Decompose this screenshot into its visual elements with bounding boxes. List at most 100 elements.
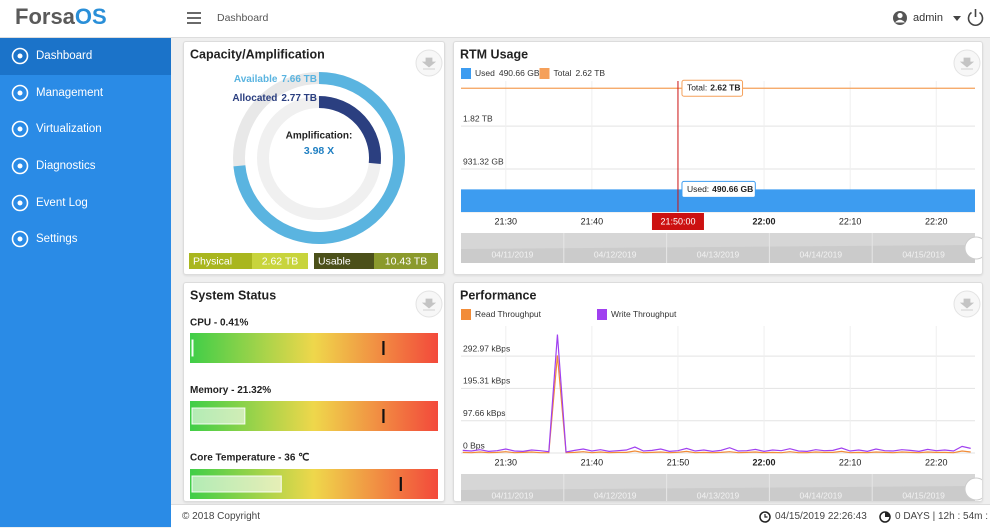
icon-shape [17,200,23,206]
gauge-track [190,333,438,363]
icon-shape [11,47,29,65]
download-icon [959,298,975,311]
legend-value: 490.66 GB [499,68,540,78]
legend-label: Write Throughput [611,309,677,319]
nav-icon [11,157,29,175]
x-tick-label: 21:50 [667,457,690,467]
legend-swatch [461,68,471,79]
nav-item[interactable]: Settings [0,221,171,258]
nav-item[interactable]: Diagnostics [0,148,171,185]
x-tick-label: 22:10 [839,457,862,467]
nav-item[interactable]: Management [0,75,171,112]
footer: © 2018 Copyright 04/15/2019 22:26:43 0 D… [171,504,990,528]
gauge-label: CPU - 0.41% [190,318,248,329]
navigator-date: 04/15/2019 [902,490,945,500]
navigator-date: 04/11/2019 [491,490,533,500]
scroll-button[interactable] [964,236,982,260]
tooltip-label: Total: [687,83,707,93]
legend-name: Available [234,74,278,85]
icon-shape [11,194,29,211]
legend-swatch [539,68,550,79]
y-tick-label: 1.82 TB [463,113,493,123]
summary-name-bg [314,253,374,269]
navigator-date: 04/12/2019 [594,249,637,259]
tooltip-value: 490.66 GB [712,184,753,194]
user-name: admin [913,12,943,24]
capacity-card: Capacity/Amplification Available 7.66 TB Al… [183,41,445,275]
card-title: System Status [190,288,276,302]
legend-name: Read Throughput [475,309,542,319]
nav-icon [11,121,29,138]
scroll-button[interactable] [964,477,982,501]
summary-name: Usable [318,255,351,267]
download-button[interactable] [415,290,443,318]
icon-shape [11,84,29,102]
nav-label: Settings [36,233,78,246]
gauge-value [191,475,282,493]
nav-label: Dashboard [36,50,93,63]
power-button[interactable] [967,9,984,26]
nav-item[interactable]: Event Log [0,184,171,221]
download-button[interactable] [415,49,443,77]
download-icon [959,57,975,70]
tooltip-text: Total: 2.62 TB [687,83,741,93]
x-tick-label: 21:40 [581,457,604,467]
uptime-icon [879,511,891,523]
legend-label: Total 2.62 TB [553,68,605,78]
icon-shape [17,90,23,96]
legend-name: Total [553,68,571,78]
tooltip-value: 2.62 TB [710,83,740,93]
download-button[interactable] [953,290,981,318]
navigator-series [461,486,975,501]
status-card: System Status CPU - 0.41% Memory - 21.32% C… [183,282,445,502]
legend-label: Used 490.66 GB [475,68,540,78]
uptime: 0 DAYS | 12h : 54m : 2 [895,511,990,522]
user-menu[interactable]: admin [893,11,961,25]
navigator-date: 04/13/2019 [697,249,740,259]
logo-accent: OS [75,4,107,29]
icon-shape [11,157,29,175]
crosshair-label-bg [651,213,704,230]
y-tick-label: 931.32 GB [463,156,504,166]
download-button[interactable] [953,49,981,77]
y-tick-label: 0 Bps [463,440,485,450]
gauge-label: Memory - 21.32% [190,385,271,396]
logo-main: Forsa [15,4,76,29]
nav-label: Management [36,86,104,99]
legend-value: 2.62 TB [575,68,605,78]
y-tick-label: 292.97 kBps [463,343,510,353]
summary-value-bg [252,253,308,269]
icon-shape [17,53,23,59]
nav-item[interactable]: Dashboard [0,38,171,75]
nav-icon [11,230,29,248]
nav-icon [11,84,29,102]
nav-icon [11,47,29,65]
tooltip-box [681,79,744,97]
summary-value: 2.62 TB [262,255,299,267]
menu-button[interactable] [187,12,201,24]
gauge-label: Core Temperature - 36 ℃ [190,453,309,464]
icon-shape [11,121,29,138]
summary-name-bg [189,253,252,269]
navigator-series [461,245,975,263]
x-tick-label: 21:40 [581,216,604,226]
clock-icon [759,511,771,523]
icon-shape [17,236,23,242]
x-tick-label: 22:10 [839,216,862,226]
tooltip-label: Used: [687,184,709,194]
ring-arc [233,72,405,244]
download-icon [421,298,437,311]
header-bar: ForsaOS Dashboard admin [15,4,984,29]
gauge-value [191,407,246,425]
nav-item[interactable]: Virtualization [0,111,171,148]
nav-label: Diagnostics [36,160,96,173]
navigator-date: 04/14/2019 [800,490,843,500]
card-title: RTM Usage [460,47,528,61]
center-label: Amplification: [286,131,353,142]
logo: ForsaOS [15,4,107,29]
card-title: Capacity/Amplification [190,47,325,61]
legend-name: Write Throughput [611,309,677,319]
navigator-date: 04/13/2019 [697,490,740,500]
navigator-date: 04/11/2019 [491,249,533,259]
